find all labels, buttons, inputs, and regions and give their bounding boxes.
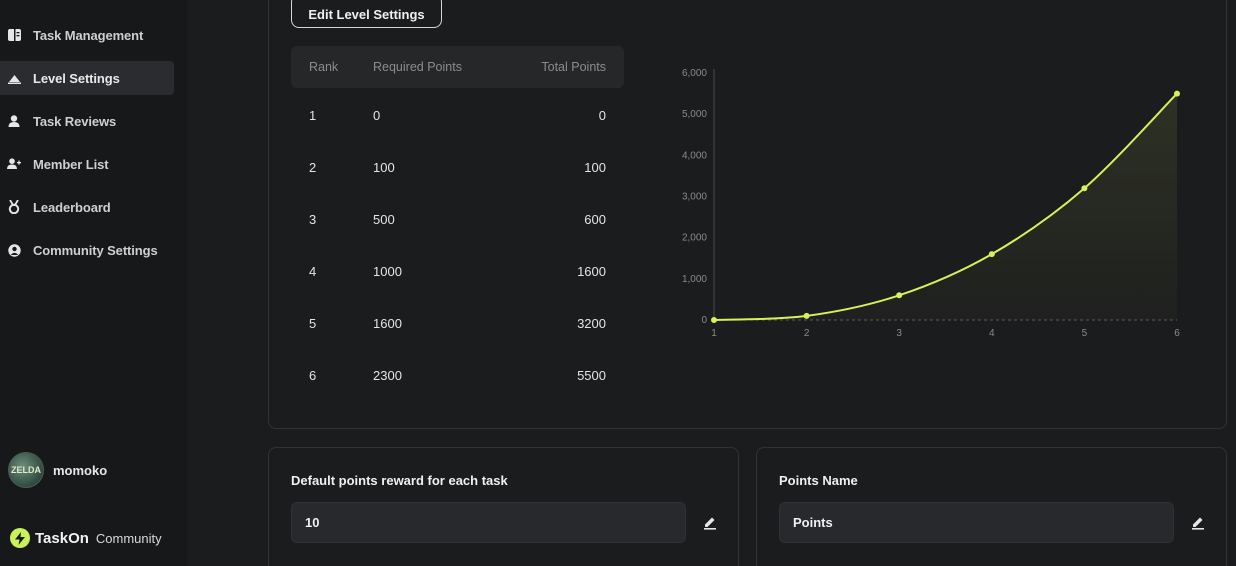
cell-total-points: 3200 <box>577 315 606 331</box>
sidebar-item-label: Task Reviews <box>33 113 117 129</box>
table-row: 1 0 0 <box>291 89 624 141</box>
x-tick-label: 4 <box>989 328 995 339</box>
person-icon <box>7 114 21 128</box>
series-line <box>713 92 1178 321</box>
brand-name: TaskOn <box>35 529 89 547</box>
cell-rank: 5 <box>309 315 317 331</box>
y-tick-label: 2,000 <box>682 233 707 244</box>
cell-total-points: 600 <box>584 211 606 227</box>
sidebar-item-community-settings[interactable]: Community Settings <box>0 233 174 267</box>
points-name-input[interactable] <box>779 502 1174 543</box>
sidebar-item-label: Task Management <box>33 27 144 43</box>
column-header-required-points: Required Points <box>373 60 462 74</box>
data-point <box>1174 90 1180 97</box>
cell-rank: 1 <box>309 107 317 123</box>
default-reward-title: Default points reward for each task <box>291 473 508 488</box>
x-tick-label: 6 <box>1174 328 1180 339</box>
cell-required-points: 1000 <box>373 263 402 279</box>
cell-rank: 2 <box>309 159 317 175</box>
table-row: 2 100 100 <box>291 141 624 193</box>
sidebar-item-task-reviews[interactable]: Task Reviews <box>0 104 174 138</box>
data-point <box>1081 185 1088 192</box>
table-row: 5 1600 3200 <box>291 297 624 349</box>
x-tick-label: 3 <box>896 328 902 339</box>
user-name: momoko <box>53 462 108 478</box>
column-header-rank: Rank <box>309 60 339 74</box>
cell-required-points: 100 <box>373 159 395 175</box>
y-tick-label: 5,000 <box>682 109 707 120</box>
add-user-icon <box>7 157 21 171</box>
taskon-logo-icon <box>10 528 30 548</box>
cell-required-points: 0 <box>373 107 381 123</box>
data-point <box>988 251 995 258</box>
default-reward-card: Default points reward for each task <box>268 447 739 566</box>
table-row: 6 2300 5500 <box>291 349 624 401</box>
book-icon <box>7 28 21 42</box>
avatar: ZELDA <box>8 452 44 488</box>
data-point <box>803 312 810 319</box>
y-tick-label: 3,000 <box>682 192 707 203</box>
cell-required-points: 500 <box>373 211 395 227</box>
sidebar-item-task-management[interactable]: Task Management <box>0 18 174 52</box>
brand[interactable]: TaskOn Community <box>10 528 162 548</box>
column-header-total-points: Total Points <box>541 60 606 74</box>
sidebar-item-label: Community Settings <box>33 242 158 258</box>
mountain-icon <box>7 71 21 85</box>
cell-rank: 3 <box>309 211 317 227</box>
data-point <box>896 292 903 299</box>
cell-total-points: 100 <box>584 159 606 175</box>
points-name-card: Points Name <box>756 447 1227 566</box>
sidebar: Task Management Level Settings Task Revi… <box>0 0 187 566</box>
y-tick-label: 0 <box>701 315 707 326</box>
series-area <box>714 93 1177 320</box>
edit-level-settings-button[interactable]: Edit Level Settings <box>291 0 442 28</box>
default-reward-input[interactable] <box>291 502 686 543</box>
cell-rank: 4 <box>309 263 317 279</box>
sidebar-item-label: Member List <box>33 156 109 172</box>
user-profile[interactable]: ZELDA momoko <box>8 452 107 488</box>
x-tick-label: 2 <box>804 328 810 339</box>
sidebar-item-member-list[interactable]: Member List <box>0 147 174 181</box>
cell-required-points: 2300 <box>373 367 402 383</box>
cell-rank: 6 <box>309 367 317 383</box>
x-tick-label: 1 <box>711 328 717 339</box>
cell-required-points: 1600 <box>373 315 402 331</box>
points-name-title: Points Name <box>779 473 858 488</box>
table-row: 4 1000 1600 <box>291 245 624 297</box>
edit-pencil-icon[interactable] <box>702 514 718 530</box>
points-curve-chart: 0 1,000 2,000 3,000 4,000 5,000 6,000 1 2 3 4 5 6 <box>682 68 1180 339</box>
cell-total-points: 1600 <box>577 263 606 279</box>
x-tick-label: 5 <box>1082 328 1088 339</box>
y-tick-label: 4,000 <box>682 150 707 161</box>
sidebar-item-label: Level Settings <box>33 70 120 86</box>
edit-pencil-icon[interactable] <box>1190 514 1206 530</box>
sidebar-item-label: Leaderboard <box>33 199 111 215</box>
medal-icon <box>7 200 21 214</box>
table-header: Rank Required Points Total Points <box>291 46 624 88</box>
cell-total-points: 5500 <box>577 367 606 383</box>
cell-total-points: 0 <box>598 107 606 123</box>
brand-subtitle: Community <box>95 530 162 546</box>
sidebar-item-level-settings[interactable]: Level Settings <box>0 61 174 95</box>
y-tick-label: 6,000 <box>682 68 707 79</box>
sidebar-item-leaderboard[interactable]: Leaderboard <box>0 190 174 224</box>
data-point <box>711 317 717 323</box>
y-tick-label: 1,000 <box>682 274 707 285</box>
table-row: 3 500 600 <box>291 193 624 245</box>
user-circle-icon <box>7 243 21 257</box>
level-table: Rank Required Points Total Points 1 0 0 … <box>291 46 624 401</box>
